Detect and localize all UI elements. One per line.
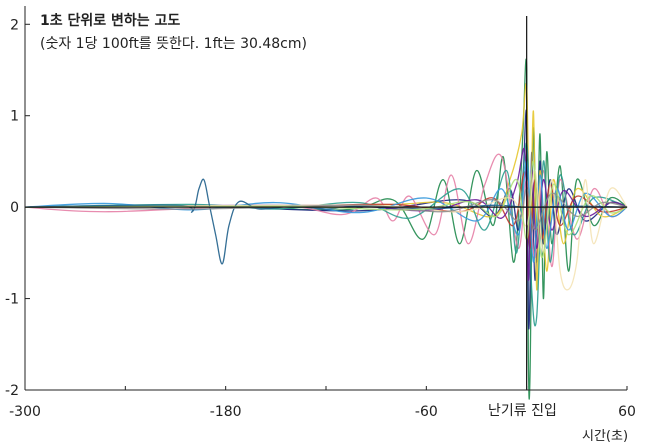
series-line-11 <box>24 188 628 231</box>
chart-title: 1초 단위로 변하는 고도 <box>40 13 181 29</box>
series-line-12 <box>24 160 628 259</box>
y-tick-label: 0 <box>10 200 19 216</box>
y-tick-label: 2 <box>10 17 19 33</box>
x-tick-label: -180 <box>210 404 242 420</box>
x-tick-label: -300 <box>9 404 41 420</box>
series-layer <box>24 58 628 400</box>
series-line-1 <box>24 58 628 400</box>
series-line-10 <box>24 178 628 265</box>
x-tick-label: 60 <box>618 404 636 420</box>
chart-subtitle: (숫자 1당 100ft를 뜻한다. 1ft는 30.48cm) <box>40 36 307 52</box>
y-tick-label: -1 <box>5 292 19 308</box>
turbulence-entry-label: 난기류 진입 <box>488 403 557 419</box>
axes-layer: -2 -1 0 1 2 -300 -180 -60 60 <box>5 6 636 420</box>
series-line-4 <box>24 153 628 268</box>
x-axis-label: 시간(초) <box>582 429 629 444</box>
series-line-5 <box>24 142 628 327</box>
y-tick-label: -2 <box>5 383 19 399</box>
y-tick-label: 1 <box>10 109 19 125</box>
x-tick-label: -60 <box>415 404 438 420</box>
